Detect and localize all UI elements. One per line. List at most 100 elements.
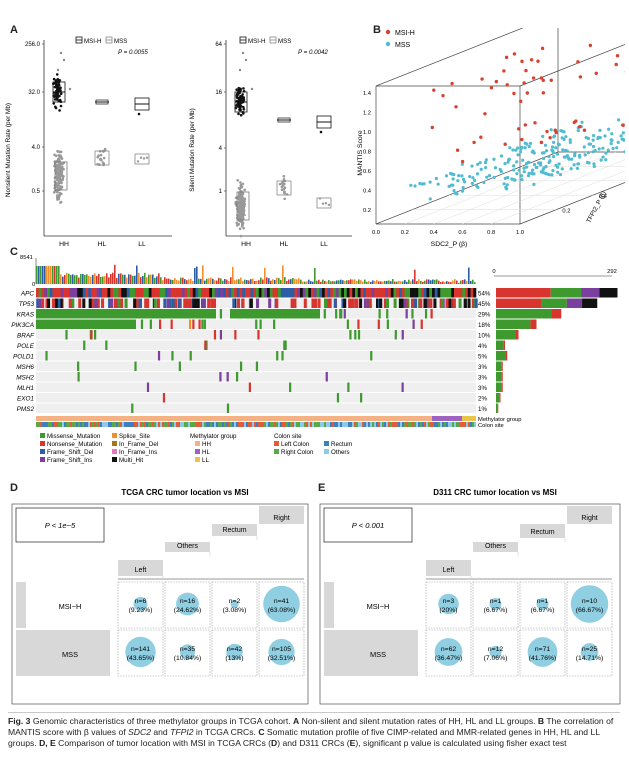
c-top-bar — [142, 276, 144, 284]
a-left-point-hh-mss — [57, 154, 61, 157]
c-mutation-cell — [412, 319, 415, 329]
c-top-max: 8541 — [20, 255, 33, 261]
c-mutation-cell — [284, 340, 287, 350]
c-top-bar — [204, 280, 206, 284]
c-site-cell — [122, 422, 124, 427]
b-point-mss — [578, 155, 582, 159]
e-pvalue-box — [323, 507, 413, 543]
c-site-swatch — [324, 449, 329, 454]
b-point-mss — [473, 178, 477, 182]
c-mutation-cell — [313, 288, 317, 298]
b-point-mss — [428, 197, 432, 201]
c-mutation-cell — [57, 298, 61, 308]
c-top-bar — [246, 280, 248, 284]
b-point-mss — [483, 160, 488, 165]
c-gene-bar — [599, 288, 618, 298]
b-point-mss — [516, 153, 520, 157]
c-mutation-cell — [368, 298, 372, 308]
c-gene-bar — [496, 309, 552, 319]
b-point-mss — [552, 135, 556, 139]
c-mutation-cell — [324, 298, 328, 308]
c-site-swatch — [274, 449, 279, 454]
c-mutation-cell — [226, 372, 229, 382]
b-point-mss — [436, 182, 440, 186]
c-site-cell — [126, 422, 128, 427]
c-mutation-cell — [201, 288, 205, 298]
c-top-bar — [128, 274, 130, 284]
a-right-pvalue: P = 0.0042 — [298, 49, 328, 56]
b-point-mss — [452, 189, 456, 193]
c-top-bar — [416, 281, 418, 284]
c-mutation-cell — [411, 309, 414, 319]
c-mutation-cell — [219, 330, 223, 340]
c-top-bar — [388, 280, 390, 284]
c-mutation-cell — [47, 288, 51, 298]
a-right-outlier — [250, 87, 254, 91]
c-site-cell — [328, 422, 330, 427]
c-mutation-cell — [283, 288, 287, 298]
a-right-point-hl-mss — [283, 197, 286, 201]
c-site-cell — [96, 422, 98, 427]
b-point-mss — [584, 136, 588, 140]
e-cell-circle — [527, 637, 558, 667]
b-point-msih — [483, 112, 487, 116]
a-right-point-hh-msih — [239, 104, 243, 108]
c-top-bar — [220, 278, 222, 284]
a-left-ylabel: Nonsilent Mutation Rate (per Mb) — [5, 103, 12, 197]
b-point-mss — [523, 141, 527, 145]
c-top-bar — [444, 281, 446, 284]
b-point-msih — [539, 76, 544, 80]
c-top-bar — [474, 282, 476, 284]
c-top-bar — [446, 281, 448, 284]
b-legend-dot — [385, 41, 391, 47]
c-mutation-cell — [74, 288, 78, 298]
a-right-outlier — [241, 51, 245, 55]
c-site-cell — [452, 422, 454, 427]
c-top-bar — [68, 273, 70, 284]
b-point-mss — [558, 172, 563, 177]
c-top-bar — [334, 281, 336, 284]
b-xtick: 1.0 — [516, 230, 524, 236]
c-site-cell — [348, 422, 350, 427]
c-mutation-cell — [153, 298, 157, 308]
c-top-bar — [144, 272, 146, 284]
c-site-cell — [70, 422, 72, 427]
c-site-cell — [116, 422, 118, 427]
e-pvalue: P < 0.001 — [352, 521, 384, 530]
c-top-bar — [440, 281, 442, 284]
caption-gene1: SDC2 — [128, 727, 151, 737]
c-gene-bar — [499, 393, 501, 403]
a-left-point-hh-mss — [60, 171, 64, 174]
c-mutation-cell — [140, 319, 144, 329]
c-top-bar — [126, 277, 128, 284]
b-point-mss — [534, 165, 538, 170]
c-mutation-cell — [250, 288, 254, 298]
b-point-mss — [521, 158, 525, 162]
c-top-bar — [310, 281, 312, 284]
c-mutation-cell — [134, 361, 137, 371]
c-site-cell — [254, 422, 256, 427]
b-point-mss — [499, 154, 504, 158]
b-point-mss — [470, 181, 474, 185]
d-col-header-bg — [165, 542, 210, 552]
c-top-bar — [96, 275, 98, 284]
a-left-outlier — [59, 51, 63, 55]
c-mutation-cell — [317, 298, 321, 308]
c-site-cell — [224, 422, 226, 427]
c-top-bar — [66, 272, 68, 284]
c-mutation-cell — [415, 288, 419, 298]
b-point-mss — [607, 127, 611, 131]
c-site-cell — [424, 422, 426, 427]
c-site-cell — [178, 422, 180, 427]
caption-s1: Genomic characteristics of three methyla… — [32, 716, 291, 726]
c-mutation-cell — [231, 288, 235, 298]
c-mutation-cell — [316, 288, 320, 298]
c-mutation-cell — [336, 393, 340, 403]
c-gene-bar — [501, 361, 503, 371]
c-site-cell — [320, 422, 322, 427]
c-top-bar — [346, 280, 348, 284]
c-site-cell — [258, 422, 260, 427]
a-right-point-hh-mss — [237, 196, 241, 200]
c-site-cell — [154, 422, 156, 427]
b-point-mss — [576, 129, 580, 133]
